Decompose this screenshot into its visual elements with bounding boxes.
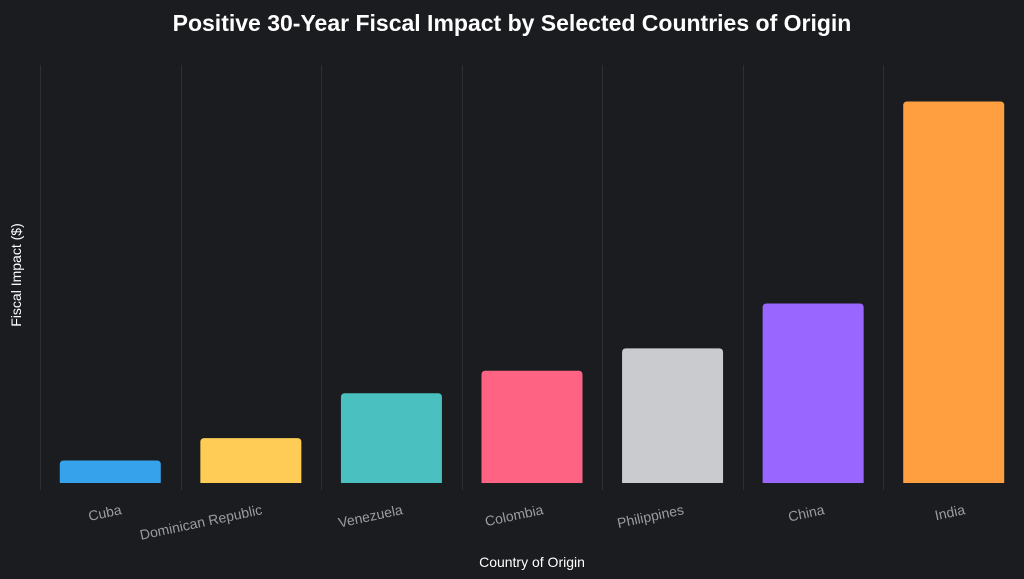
bar-colombia[interactable] <box>481 370 583 483</box>
chart-bars <box>59 101 1005 483</box>
bar-dominican-republic[interactable] <box>200 438 302 483</box>
y-axis-label: Fiscal Impact ($) <box>8 223 24 327</box>
x-axis-tick-labels: Cuba Dominican Republic Venezuela Colombia P… <box>87 501 967 543</box>
x-tick-label: China <box>787 501 826 524</box>
x-tick-label: Venezuela <box>337 501 404 530</box>
x-axis-label: Country of Origin <box>479 554 585 570</box>
bar-venezuela[interactable] <box>340 393 442 483</box>
x-tick-label: Dominican Republic <box>138 501 263 543</box>
bar-india[interactable] <box>903 101 1005 483</box>
x-tick-label: Colombia <box>483 501 544 529</box>
x-tick-label: Philippines <box>616 501 686 531</box>
bar-cuba[interactable] <box>59 460 161 483</box>
bar-philippines[interactable] <box>622 348 724 483</box>
chart-gridlines <box>40 65 884 490</box>
x-tick-label: Cuba <box>87 501 123 524</box>
chart-title: Positive 30-Year Fiscal Impact by Select… <box>172 10 852 36</box>
x-tick-label: India <box>933 501 966 523</box>
bar-china[interactable] <box>762 303 864 483</box>
